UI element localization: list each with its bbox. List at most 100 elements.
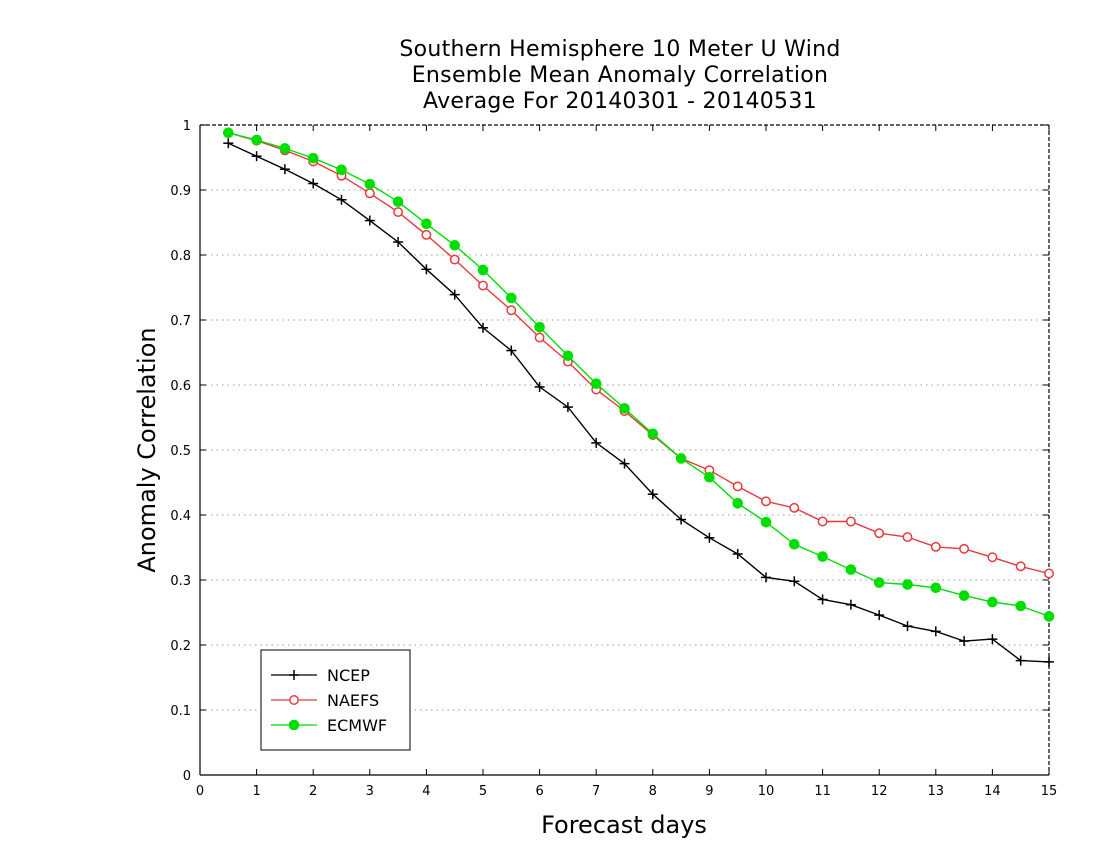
axes: 0 1 2 3 4 5 6 7 8 9 10 11 12 13 14 1500.10.20.30.40.50.… (170, 119, 1057, 799)
data-point-ncep (959, 636, 970, 647)
y-tick-label: 0.7 (170, 314, 191, 329)
legend-marker-naefs (289, 695, 299, 705)
y-tick-label: 0.2 (170, 639, 191, 654)
y-tick-label: 0.4 (170, 509, 191, 524)
data-point-ncep (987, 634, 998, 645)
data-point-naefs (874, 528, 885, 539)
series-ecmwf (223, 127, 1055, 622)
data-point-naefs (449, 254, 460, 265)
data-point-ecmwf (477, 264, 489, 276)
legend-label-naefs: NAEFS (327, 691, 379, 710)
data-point-ecmwf (1015, 600, 1027, 612)
data-point-ecmwf (760, 516, 772, 528)
data-point-ecmwf (902, 579, 913, 590)
legend-marker-ecmwf (288, 719, 300, 731)
legend-item-ncep: NCEP (271, 666, 370, 685)
data-point-naefs (959, 543, 970, 554)
y-tick-label: 0.8 (170, 249, 191, 264)
data-point-naefs (478, 280, 488, 291)
x-tick-label: 11 (814, 784, 831, 799)
data-point-ncep (562, 402, 573, 413)
x-axis-title: Forecast days (541, 811, 707, 839)
data-point-ncep (845, 599, 856, 610)
data-point-ecmwf (930, 582, 942, 594)
data-point-ncep (279, 164, 290, 175)
data-point-ncep (1044, 656, 1054, 667)
data-point-ecmwf (506, 292, 517, 304)
x-tick-label: 13 (928, 784, 945, 799)
data-point-naefs (1015, 561, 1026, 572)
data-point-ncep (223, 138, 234, 149)
data-point-naefs (506, 305, 517, 316)
data-point-ncep (817, 594, 828, 605)
chart-title-line-3: Average For 20140301 - 20140531 (423, 89, 817, 114)
data-point-ncep (647, 489, 658, 500)
data-point-ecmwf (958, 590, 970, 601)
data-point-ecmwf (562, 350, 574, 362)
data-point-naefs (987, 552, 998, 563)
data-point-ecmwf (873, 577, 885, 588)
series-line-ncep (228, 142, 1050, 663)
legend-item-ecmwf: ECMWF (271, 716, 387, 735)
chart-title-line-1: Southern Hemisphere 10 Meter U Wind (399, 37, 841, 62)
chart-title-line-2: Ensemble Mean Anomaly Correlation (411, 63, 829, 88)
data-point-ecmwf (364, 178, 376, 190)
x-tick-label: 9 (705, 784, 713, 799)
data-point-naefs (930, 541, 941, 552)
data-point-naefs (1044, 568, 1054, 579)
data-point-naefs (421, 229, 432, 240)
legend-item-naefs: NAEFS (271, 691, 379, 710)
y-tick-label: 0 (183, 769, 191, 784)
data-point-ncep (393, 237, 404, 247)
data-point-ncep (619, 458, 630, 469)
legend-marker-ncep (289, 670, 299, 680)
data-point-naefs (817, 516, 828, 527)
data-point-ncep (449, 289, 460, 300)
data-point-ncep (251, 151, 262, 162)
y-tick-label: 0.6 (170, 379, 191, 394)
data-point-ncep (478, 322, 488, 333)
data-point-naefs (789, 502, 800, 513)
data-point-ncep (761, 572, 771, 583)
data-point-naefs (902, 532, 913, 543)
data-point-ecmwf (223, 127, 234, 139)
data-point-ecmwf (675, 453, 687, 464)
data-point-ecmwf (704, 472, 715, 483)
data-point-ecmwf (590, 378, 602, 390)
legend-marker-symbol (288, 719, 300, 731)
data-point-ncep (874, 610, 885, 621)
data-point-ecmwf (279, 143, 291, 154)
data-point-ecmwf (336, 164, 347, 176)
data-point-ncep (902, 621, 913, 632)
data-point-ncep (930, 626, 941, 637)
x-tick-label: 10 (758, 784, 775, 799)
x-tick-label: 7 (592, 784, 600, 799)
data-point-naefs (534, 332, 545, 343)
data-point-ecmwf (789, 538, 800, 550)
data-point-naefs (761, 496, 771, 507)
x-tick-label: 1 (252, 784, 260, 799)
data-point-ncep (591, 437, 602, 448)
legend: NCEP NAEFS ECMWF (260, 649, 411, 751)
legend-label-ecmwf: ECMWF (327, 716, 387, 735)
data-point-ecmwf (421, 218, 432, 230)
legend-label-ncep: NCEP (327, 666, 370, 685)
x-tick-label: 4 (422, 784, 430, 799)
legend-marker-symbol (289, 695, 299, 705)
data-point-ncep (534, 381, 545, 392)
x-tick-label: 3 (366, 784, 374, 799)
series-naefs (223, 127, 1054, 579)
x-tick-label: 8 (649, 784, 657, 799)
data-point-naefs (732, 481, 743, 492)
x-tick-label: 6 (535, 784, 543, 799)
data-point-ncep (789, 576, 800, 587)
data-point-ecmwf (1043, 611, 1055, 622)
x-tick-label: 14 (984, 784, 1001, 799)
x-tick-label: 15 (1041, 784, 1058, 799)
y-tick-label: 0.9 (170, 184, 191, 199)
data-point-ecmwf (251, 134, 262, 146)
data-point-ecmwf (732, 498, 744, 509)
series-ncep (223, 138, 1054, 667)
data-series (223, 127, 1055, 667)
data-point-ecmwf (392, 196, 404, 207)
